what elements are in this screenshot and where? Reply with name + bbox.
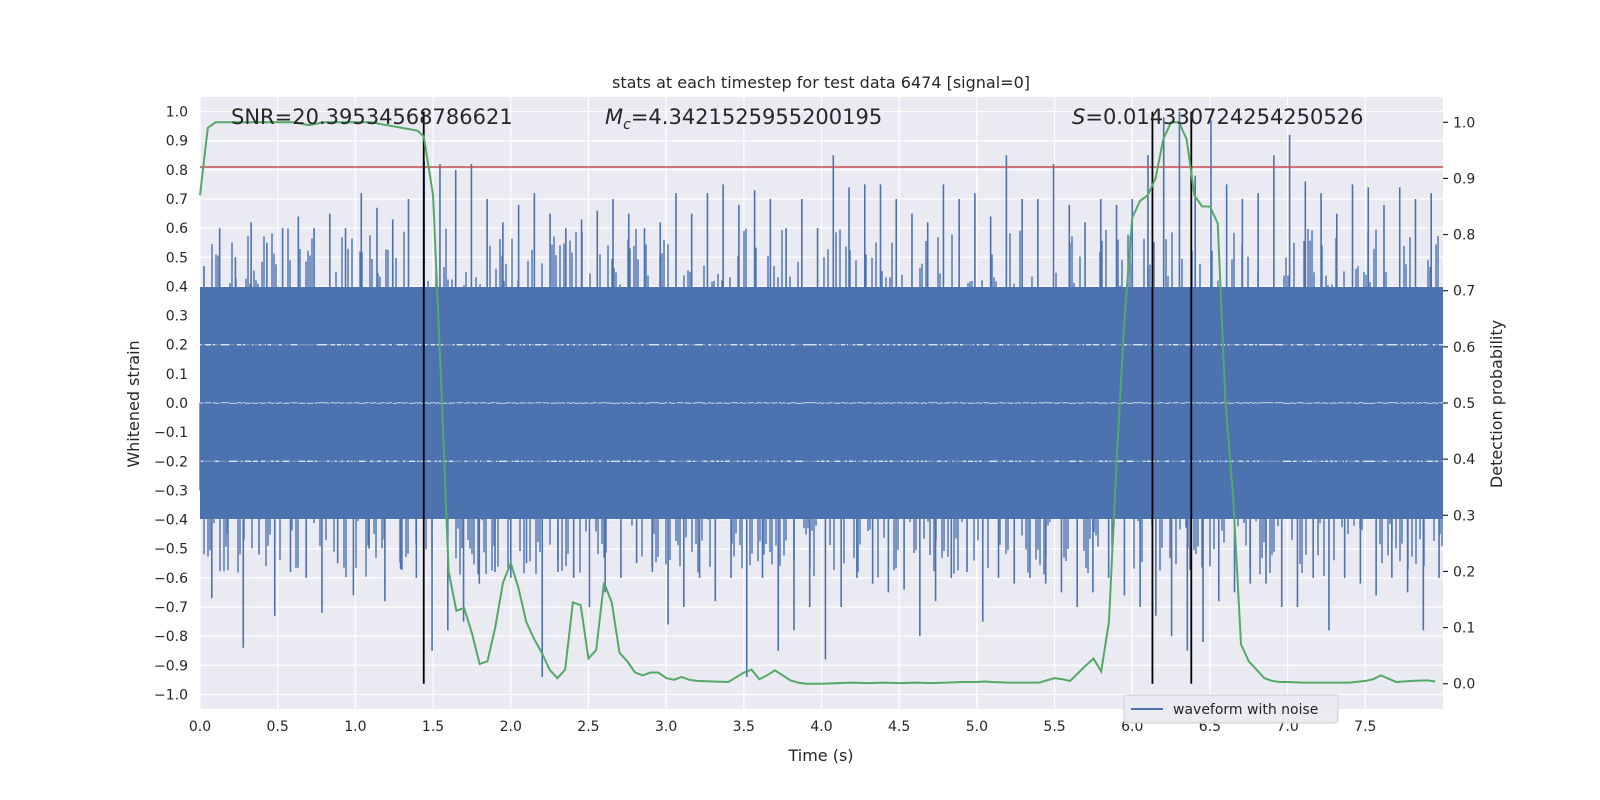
y-tick-label: 0.9: [166, 134, 188, 150]
y-tick-label: 0.2: [166, 338, 188, 354]
y2-tick-label: 0.8: [1453, 228, 1475, 244]
y-tick-label: −0.3: [154, 483, 188, 499]
y2-tick-label: 0.5: [1453, 396, 1475, 412]
y-tick-label: 0.8: [166, 163, 188, 179]
y-tick-label: −0.4: [154, 513, 188, 529]
y2-tick-label: 0.1: [1453, 621, 1475, 637]
x-tick-label: 3.5: [733, 719, 755, 735]
y2-tick-label: 0.9: [1453, 171, 1475, 187]
s-symbol: S: [1072, 105, 1085, 129]
chirp-mass-subscript: c: [623, 117, 631, 133]
y2-tick-label: 0.6: [1453, 340, 1475, 356]
x-tick-label: 2.5: [577, 719, 599, 735]
y-tick-label: 0.3: [166, 309, 188, 325]
x-tick-label: 3.0: [655, 719, 677, 735]
y-tick-label: 1.0: [166, 105, 188, 121]
x-tick-label: 2.0: [500, 719, 522, 735]
x-tick-label: 7.5: [1354, 719, 1376, 735]
y-tick-label: −0.9: [154, 658, 188, 674]
vertical-marker-lines: [422, 111, 1193, 684]
y2-tick-label: 1.0: [1453, 115, 1475, 131]
snr-annotation: SNR=20.39534568786621: [231, 105, 513, 129]
chirp-mass-value: =4.3421525955200195: [631, 105, 882, 129]
y-tick-label: −0.1: [154, 425, 188, 441]
y-axis-ticks: 1.0 0.9 0.8 0.7 0.6 0.5 0.4 0.3 0.2 0.1 0.0 −0.1 −0.…: [154, 105, 188, 704]
legend-label: waveform with noise: [1173, 702, 1318, 718]
x-tick-label: 1.0: [344, 719, 366, 735]
y-tick-label: 0.1: [166, 367, 188, 383]
legend-box: [1123, 694, 1339, 724]
y-tick-label: −0.7: [154, 600, 188, 616]
y-tick-label: 0.0: [166, 396, 188, 412]
y2-tick-label: 0.2: [1453, 564, 1475, 580]
y2-axis-ticks: 1.0 0.9 0.8 0.7 0.6 0.5 0.4 0.3 0.2 0.1 0.0: [1443, 115, 1475, 693]
y2-tick-label: 0.0: [1453, 677, 1475, 693]
y2-tick-label: 0.7: [1453, 284, 1475, 300]
legend: waveform with noise: [1123, 694, 1339, 724]
x-tick-label: 0.0: [189, 719, 211, 735]
x-tick-label: 1.5: [422, 719, 444, 735]
x-axis-label: Time (s): [787, 746, 853, 765]
x-tick-label: 0.5: [267, 719, 289, 735]
chirp-mass-annotation: Mc=4.3421525955200195: [605, 105, 882, 133]
y-tick-label: −0.2: [154, 454, 188, 470]
y-tick-label: −0.6: [154, 571, 188, 587]
y-tick-label: 0.4: [166, 279, 188, 295]
x-axis-ticks: 0.0 0.5 1.0 1.5 2.0 2.5 3.0 3.5 4.0 4.5 5.0 5.5 6.0 6…: [189, 719, 1377, 735]
y2-tick-label: 0.4: [1453, 452, 1475, 468]
x-tick-label: 4.0: [810, 719, 832, 735]
y2-tick-label: 0.3: [1453, 508, 1475, 524]
y-tick-label: −0.5: [154, 542, 188, 558]
y-tick-label: 0.7: [166, 192, 188, 208]
chart-title: stats at each timestep for test data 647…: [612, 73, 1030, 92]
x-tick-label: 5.0: [966, 719, 988, 735]
y-axis-label: Whitened strain: [124, 340, 143, 467]
x-tick-label: 4.5: [888, 719, 910, 735]
y-tick-label: −1.0: [154, 687, 188, 703]
chirp-mass-symbol: M: [605, 105, 623, 129]
s-value: =0.014330724254250526: [1085, 105, 1363, 129]
detection-probability-line: [199, 121, 1436, 685]
x-tick-label: 5.5: [1043, 719, 1065, 735]
y-tick-label: −0.8: [154, 629, 188, 645]
waveform-series: [199, 111, 1443, 677]
y2-axis-label: Detection probability: [1487, 320, 1506, 488]
s-annotation: S=0.014330724254250526: [1072, 105, 1363, 129]
y-tick-label: 0.6: [166, 221, 188, 237]
y-tick-label: 0.5: [166, 250, 188, 266]
